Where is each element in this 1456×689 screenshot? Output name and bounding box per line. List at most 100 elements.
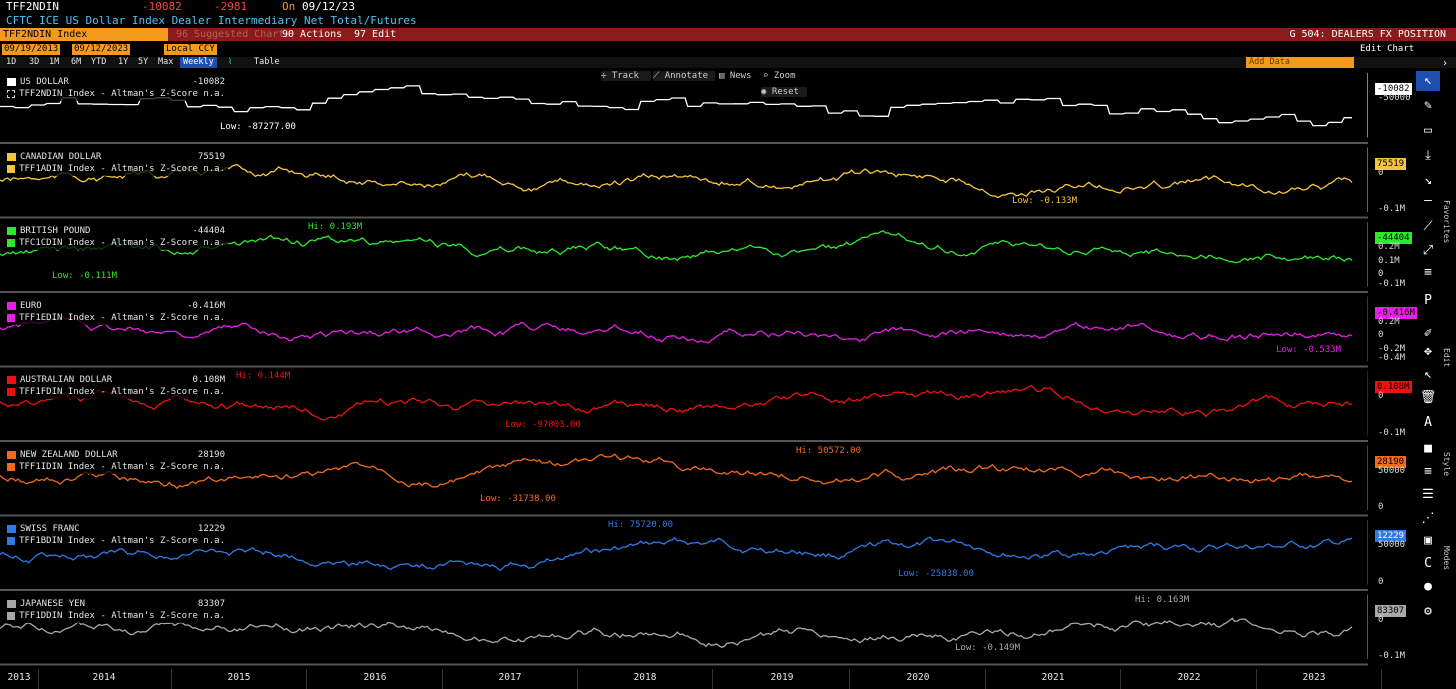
pen-icon[interactable]: ✎ [1424, 98, 1432, 113]
rectangle-icon[interactable]: ▭ [1424, 123, 1432, 138]
chart-type-icon[interactable]: ⌇ [228, 57, 233, 67]
line-style-icon[interactable]: ≡ [1424, 464, 1432, 479]
security-field[interactable]: TFF2NDIN Index [0, 28, 168, 41]
legend-swatch [7, 450, 16, 459]
line-width-icon[interactable]: ☰ [1422, 487, 1434, 502]
low-annotation: Low: -0.149M [955, 643, 1021, 653]
period-3d[interactable]: 3D [29, 57, 40, 67]
series-name: EURO [20, 300, 42, 311]
x-tick-label: 2022 [1177, 672, 1201, 683]
on-label: On [282, 0, 296, 13]
legend-us-dollar[interactable]: US DOLLAR -10082 TFF2NDIN Index - Altman's… [4, 75, 228, 101]
legend-ticker-row: TFF1BDIN Index - Altman's Z-Score n.a. [7, 535, 225, 547]
x-tick-label: 2015 [227, 672, 251, 683]
legend-swatch [7, 78, 16, 86]
move-icon[interactable]: ✥ [1424, 344, 1432, 359]
legend-swatch [7, 388, 16, 396]
legend-series-row: CANADIAN DOLLAR 75519 [7, 151, 225, 163]
series-value: -44404 [192, 226, 225, 236]
close-panel-icon[interactable]: › [1442, 58, 1449, 69]
series-ticker: TFC1CDIN Index - Altman's Z-Score n.a. [19, 238, 225, 248]
zoom-label: Zoom [773, 71, 796, 81]
lock-icon[interactable]: ▣ [1424, 533, 1432, 548]
settings-icon[interactable]: ⚙ [1424, 604, 1432, 619]
percent-icon[interactable]: ⤓ [1425, 148, 1431, 163]
y-tick-label: -0.1M [1378, 278, 1406, 289]
trash-icon[interactable]: 🗑 [1419, 390, 1437, 405]
x-grid-divider [171, 669, 172, 689]
fill-color-icon[interactable]: ■ [1424, 441, 1432, 456]
series-line-us-dollar [0, 85, 1352, 127]
reset-button[interactable]: ◉ Reset [761, 87, 807, 97]
ticker-symbol[interactable]: TFF2NDIN [6, 0, 59, 13]
right-toolbar: ↖ ✎ ▭ ⤓ ↘ — ⟋ ⤢ ≡ P ✐ ✥ ↖ 🗑 A ■ ≡ ☰ ⋰ ▣ … [1414, 69, 1442, 635]
end-date-field[interactable]: 09/12/2023 [72, 44, 131, 55]
x-tick-label: 2013 [7, 672, 31, 683]
legend-new-zealand-dollar[interactable]: NEW ZEALAND DOLLAR 28190 TFF1IDIN Index - … [4, 447, 228, 474]
multi-panel-chart[interactable] [0, 69, 1368, 669]
cursor-plus-icon[interactable]: ↖ [1424, 367, 1432, 382]
period-1m[interactable]: 1M [49, 57, 60, 67]
y-tick-label: 0 [1378, 502, 1384, 512]
x-grid-divider [577, 669, 578, 689]
trendline-icon[interactable]: ⟋ [1423, 219, 1433, 234]
edit-tab[interactable]: Edit [1442, 348, 1451, 368]
annotate-button[interactable]: ⟋ Annotate [653, 71, 715, 81]
edit-menu[interactable]: 97 Edit [354, 29, 397, 40]
legend-british-pound[interactable]: BRITISH POUND -44404 TFC1CDIN Index - Altm… [4, 224, 228, 250]
series-name: NEW ZEALAND DOLLAR [20, 449, 118, 460]
dotted-line-icon[interactable]: ⋰ [1421, 511, 1435, 526]
series-value: 12229 [197, 524, 225, 534]
zoom-button[interactable]: ⌕ Zoom [763, 71, 796, 81]
modes-tab[interactable]: Modes [1442, 546, 1451, 571]
period-5y[interactable]: 5Y [138, 57, 149, 67]
legend-series-row: JAPANESE YEN 83307 [7, 598, 225, 610]
legend-series-row: EURO -0.416M [7, 300, 225, 312]
series-value: -10082 [192, 77, 225, 87]
period-max[interactable]: Max [158, 57, 174, 67]
add-data-field[interactable]: Add Data [1246, 57, 1354, 68]
legend-japanese-yen[interactable]: JAPANESE YEN 83307 TFF1DDIN Index - Altman… [4, 596, 228, 623]
brush-icon[interactable]: ✐ [1424, 326, 1432, 341]
channel-icon[interactable]: ≡ [1424, 265, 1432, 280]
period-ytd[interactable]: YTD [91, 57, 107, 67]
style-tab[interactable]: Style [1442, 452, 1451, 477]
legend-euro[interactable]: EURO -0.416M TFF1EDIN Index - Altman's Z-S… [4, 298, 228, 325]
period-1d[interactable]: 1D [6, 57, 17, 67]
frequency-select[interactable]: Weekly [180, 57, 217, 68]
x-tick-label: 2014 [92, 672, 116, 683]
function-bar: TFF2NDIN Index 96 Suggested Charts 90 Ac… [0, 28, 1456, 41]
actions-menu[interactable]: 90 Actions [282, 29, 343, 40]
favorites-tab[interactable]: Favorites [1442, 200, 1451, 244]
arrow-icon[interactable]: ↘ [1424, 173, 1432, 188]
text-icon[interactable]: A [1424, 415, 1432, 430]
series-line-new-zealand-dollar [0, 453, 1353, 490]
track-button[interactable]: ✛ Track [601, 71, 651, 81]
legend-swatch [7, 611, 16, 620]
currency-select[interactable]: Local CCY [164, 44, 217, 55]
y-tick-label: -0.4M [1378, 353, 1406, 363]
period-1y[interactable]: 1Y [118, 57, 129, 67]
series-ticker: TFF1FDIN Index - Altman's Z-Score n.a. [19, 387, 225, 397]
legend-swatch [7, 301, 16, 310]
x-tick-label: 2019 [770, 672, 794, 683]
suggested-charts-button[interactable]: 96 Suggested Charts [176, 29, 291, 40]
edit-chart-button[interactable]: Edit Chart [1360, 44, 1414, 54]
last-value-tag: 83307 [1375, 604, 1407, 617]
news-button[interactable]: ▤ News [719, 71, 752, 81]
hline-icon[interactable]: — [1424, 193, 1432, 208]
legend-swiss-franc[interactable]: SWISS FRANC 12229 TFF1BDIN Index - Altman'… [4, 522, 228, 548]
table-button[interactable]: Table [254, 57, 280, 67]
segment-icon[interactable]: ⤢ [1422, 243, 1434, 258]
pointer-icon[interactable]: ↖ [1416, 71, 1440, 91]
legend-australian-dollar[interactable]: AUSTRALIAN DOLLAR 0.108M TFF1FDIN Index - … [4, 373, 228, 399]
series-ticker: TFF1IDIN Index - Altman's Z-Score n.a. [19, 461, 225, 472]
start-date-field[interactable]: 09/19/2013 [2, 44, 61, 55]
security-description: CFTC ICE US Dollar Index Dealer Intermed… [0, 14, 1456, 28]
fibonacci-icon[interactable]: P [1424, 293, 1432, 308]
color-palette-icon[interactable]: ● [1424, 579, 1432, 594]
magnet-icon[interactable]: C [1424, 556, 1432, 571]
legend-canadian-dollar[interactable]: CANADIAN DOLLAR 75519 TFF1ADIN Index - Alt… [4, 149, 228, 176]
period-6m[interactable]: 6M [71, 57, 82, 67]
x-tick-label: 2017 [498, 672, 522, 683]
